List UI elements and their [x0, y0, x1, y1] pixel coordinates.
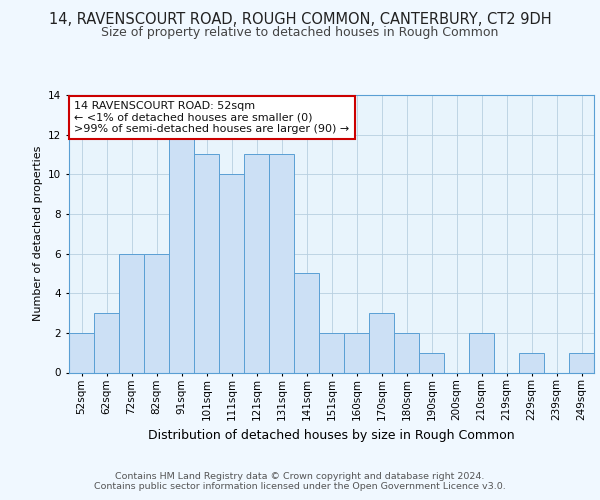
Bar: [394, 333, 419, 372]
X-axis label: Distribution of detached houses by size in Rough Common: Distribution of detached houses by size …: [148, 428, 515, 442]
Bar: [294, 274, 319, 372]
Bar: [469, 333, 494, 372]
Bar: [419, 352, 444, 372]
Bar: [244, 154, 269, 372]
Bar: [144, 254, 169, 372]
Bar: [194, 154, 219, 372]
Bar: [119, 254, 144, 372]
Bar: [219, 174, 244, 372]
Y-axis label: Number of detached properties: Number of detached properties: [32, 146, 43, 322]
Bar: [569, 352, 594, 372]
Bar: [169, 134, 194, 372]
Bar: [369, 313, 394, 372]
Bar: [519, 352, 544, 372]
Text: Contains public sector information licensed under the Open Government Licence v3: Contains public sector information licen…: [94, 482, 506, 491]
Bar: [94, 313, 119, 372]
Text: 14, RAVENSCOURT ROAD, ROUGH COMMON, CANTERBURY, CT2 9DH: 14, RAVENSCOURT ROAD, ROUGH COMMON, CANT…: [49, 12, 551, 28]
Text: Contains HM Land Registry data © Crown copyright and database right 2024.: Contains HM Land Registry data © Crown c…: [115, 472, 485, 481]
Bar: [69, 333, 94, 372]
Bar: [319, 333, 344, 372]
Text: 14 RAVENSCOURT ROAD: 52sqm
← <1% of detached houses are smaller (0)
>99% of semi: 14 RAVENSCOURT ROAD: 52sqm ← <1% of deta…: [74, 100, 349, 134]
Text: Size of property relative to detached houses in Rough Common: Size of property relative to detached ho…: [101, 26, 499, 39]
Bar: [344, 333, 369, 372]
Bar: [269, 154, 294, 372]
